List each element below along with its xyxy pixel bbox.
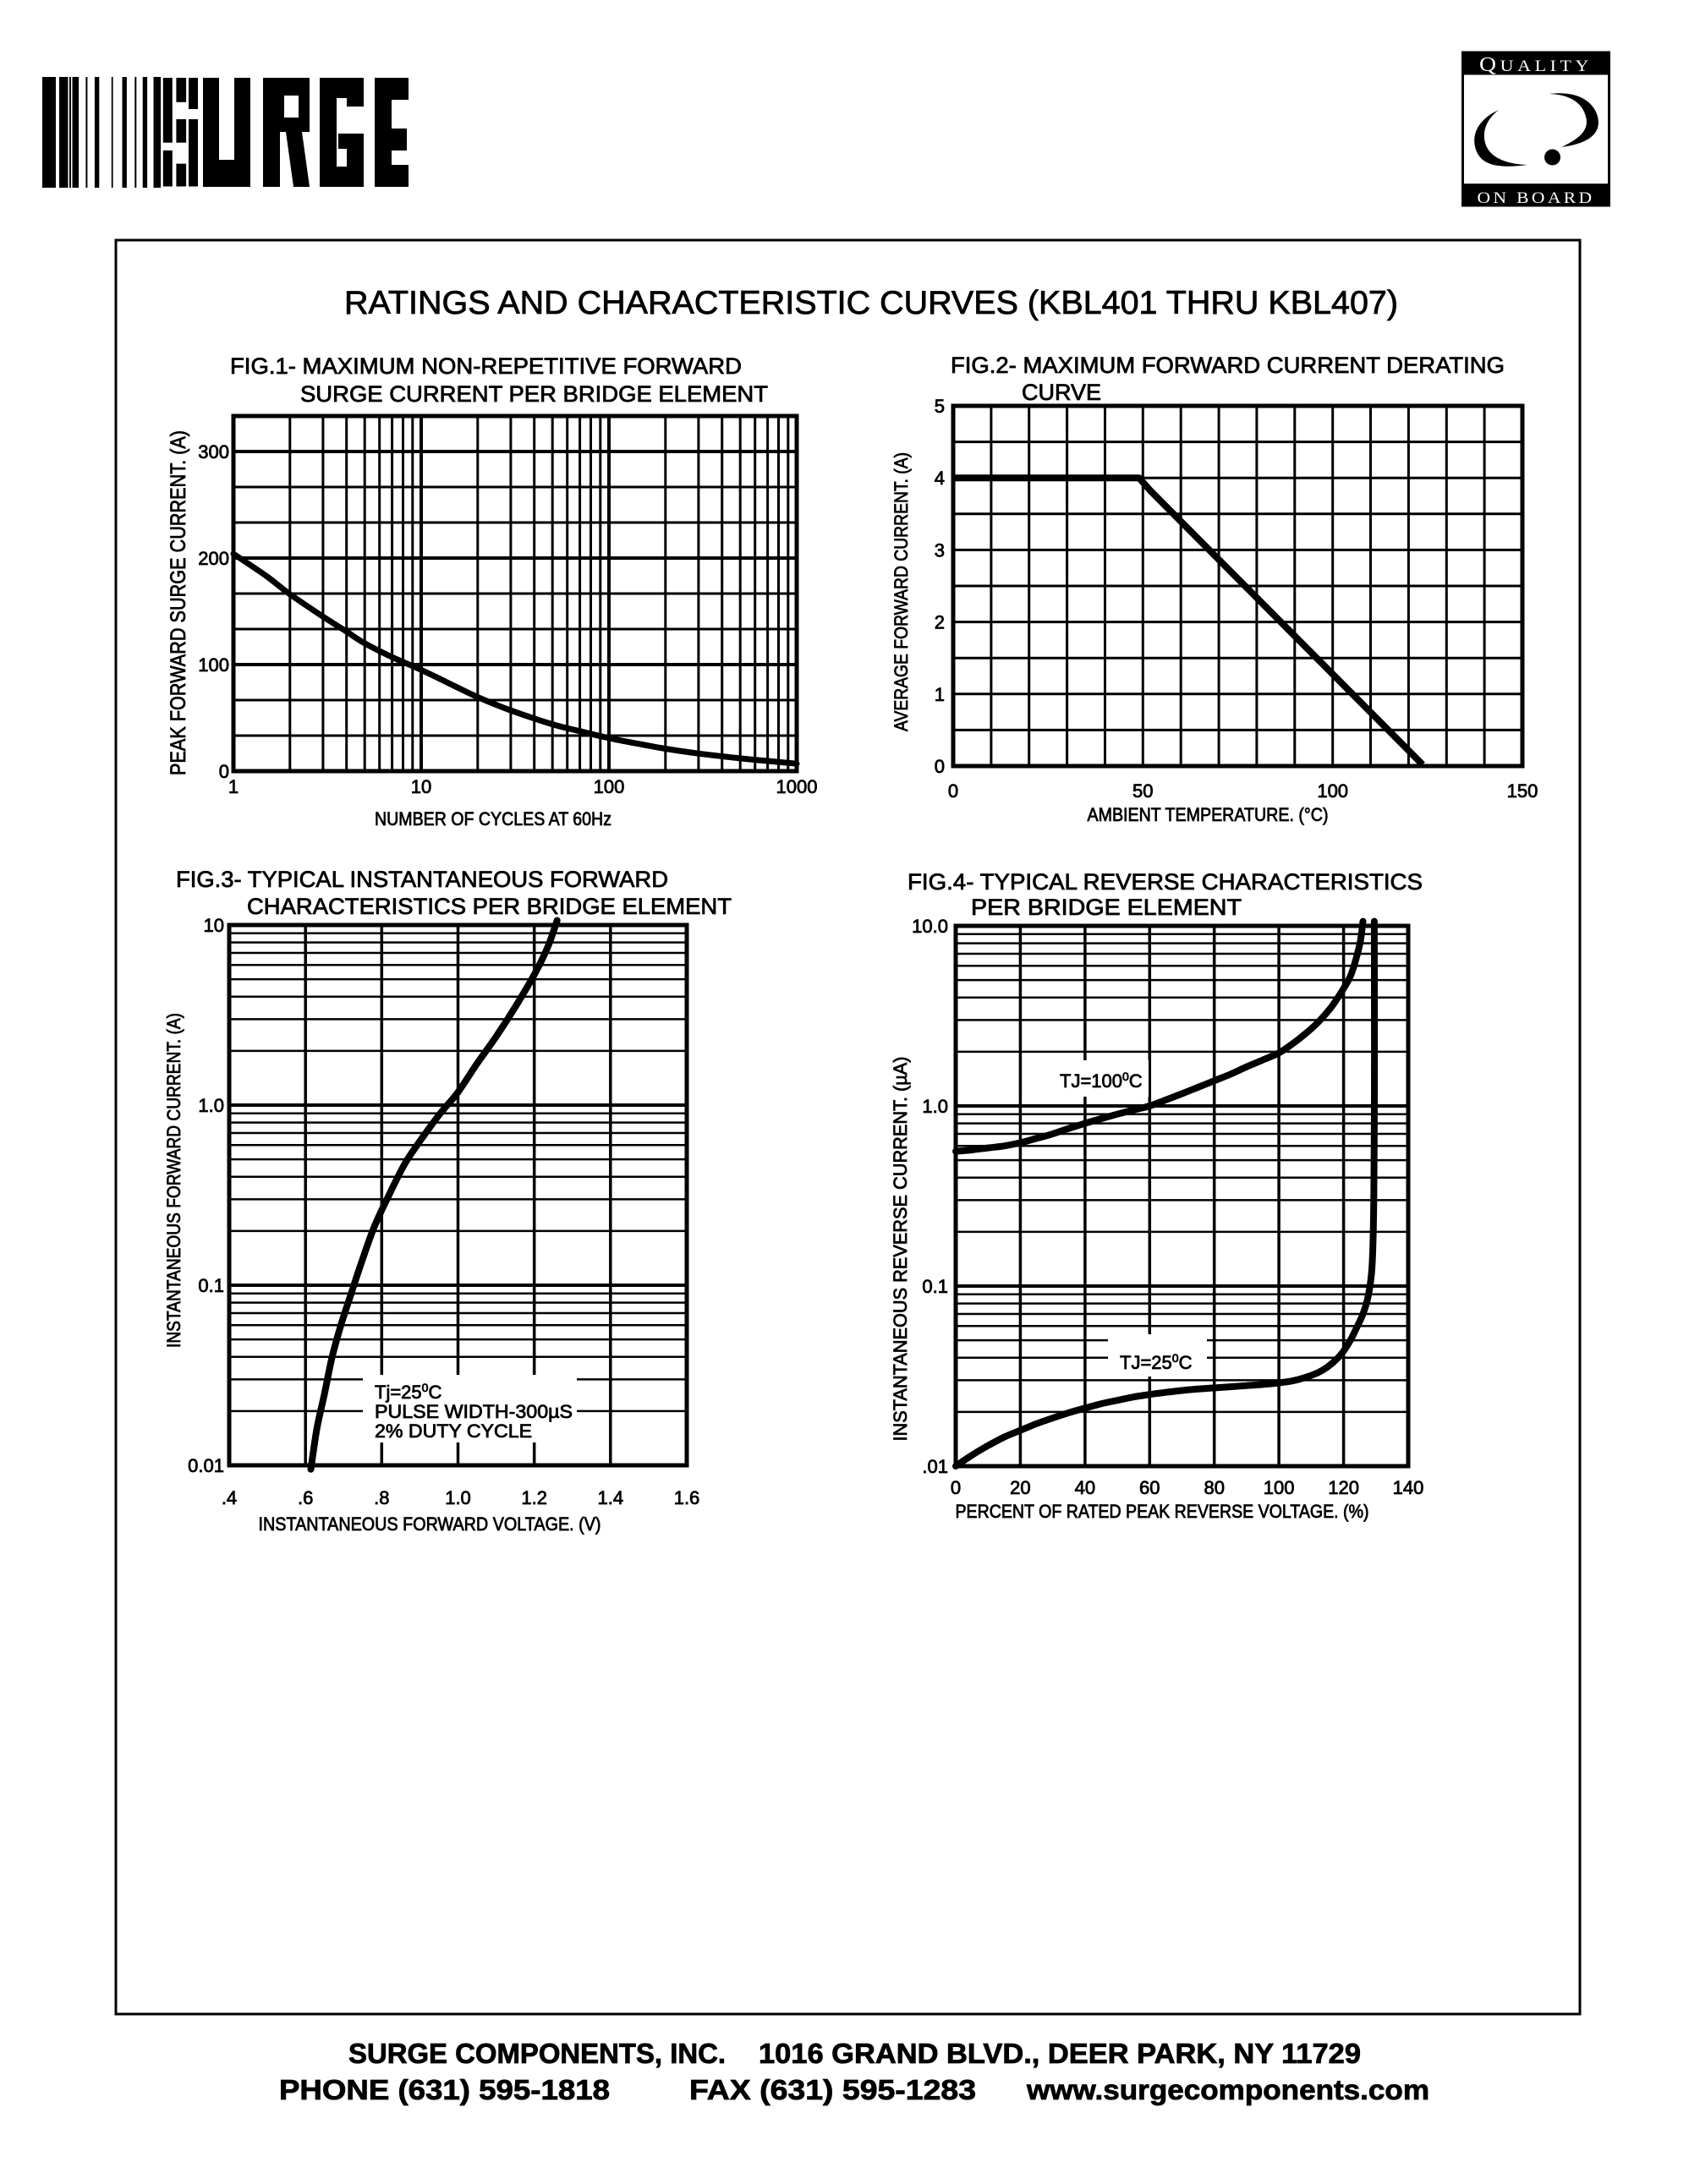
svg-text:TJ=250C: TJ=250C <box>1120 1351 1193 1373</box>
svg-text:FIG.4- TYPICAL REVERSE CHARACT: FIG.4- TYPICAL REVERSE CHARACTERISTICS <box>908 869 1423 895</box>
svg-text:FIG.1- MAXIMUM NON-REPETITIVE: FIG.1- MAXIMUM NON-REPETITIVE FORWARD <box>230 353 742 379</box>
svg-text:INSTANTANEOUS FORWARD VOLTAGE.: INSTANTANEOUS FORWARD VOLTAGE. (V) <box>259 1513 601 1535</box>
svg-text:CHARACTERISTICS PER BRIDGE ELE: CHARACTERISTICS PER BRIDGE ELEMENT <box>247 894 732 919</box>
svg-text:4: 4 <box>935 468 945 489</box>
svg-text:1016 GRAND BLVD., DEER PARK, N: 1016 GRAND BLVD., DEER PARK, NY 11729 <box>759 2038 1361 2069</box>
svg-text:AMBIENT TEMPERATURE. (°C): AMBIENT TEMPERATURE. (°C) <box>1088 804 1329 825</box>
svg-text:60: 60 <box>1139 1477 1160 1498</box>
svg-text:ON BOARD: ON BOARD <box>1478 189 1595 207</box>
svg-text:5: 5 <box>935 396 945 417</box>
svg-text:CURVE: CURVE <box>1022 380 1101 405</box>
svg-text:NUMBER OF CYCLES AT 60Hz: NUMBER OF CYCLES AT 60Hz <box>375 808 611 829</box>
svg-text:0: 0 <box>935 756 945 777</box>
svg-text:140: 140 <box>1393 1477 1424 1498</box>
svg-text:1.0: 1.0 <box>922 1096 948 1117</box>
svg-text:Tj=250C: Tj=250C <box>375 1381 441 1403</box>
svg-text:AVERAGE FORWARD CURRENT. (A): AVERAGE FORWARD CURRENT. (A) <box>891 452 912 731</box>
svg-text:FIG.2- MAXIMUM FORWARD CURRENT: FIG.2- MAXIMUM FORWARD CURRENT DERATING <box>951 353 1505 378</box>
svg-text:120: 120 <box>1328 1477 1359 1498</box>
svg-text:1.2: 1.2 <box>521 1487 547 1508</box>
svg-text:20: 20 <box>1010 1477 1030 1498</box>
svg-text:1: 1 <box>935 684 945 705</box>
svg-text:FAX (631) 595-1283: FAX (631) 595-1283 <box>689 2074 976 2105</box>
svg-text:1.0: 1.0 <box>445 1487 471 1508</box>
svg-text:PERCENT OF RATED PEAK REVERSE: PERCENT OF RATED PEAK REVERSE VOLTAGE. (… <box>956 1501 1369 1522</box>
svg-text:150: 150 <box>1507 780 1538 802</box>
svg-text:50: 50 <box>1132 780 1153 802</box>
svg-text:TJ=1000C: TJ=1000C <box>1060 1070 1143 1092</box>
svg-text:.8: .8 <box>374 1487 389 1508</box>
svg-text:0.1: 0.1 <box>198 1275 224 1296</box>
svg-text:100: 100 <box>1264 1477 1295 1498</box>
svg-text:100: 100 <box>594 776 625 797</box>
svg-text:INSTANTANEOUS REVERSE CURRENT.: INSTANTANEOUS REVERSE CURRENT. (µA) <box>890 1057 911 1442</box>
svg-text:100: 100 <box>1317 780 1348 802</box>
svg-text:1.6: 1.6 <box>674 1487 700 1508</box>
svg-text:1: 1 <box>228 776 239 797</box>
svg-text:SURGE COMPONENTS, INC.: SURGE COMPONENTS, INC. <box>348 2038 726 2069</box>
svg-text:40: 40 <box>1075 1477 1095 1498</box>
svg-text:0: 0 <box>219 761 229 782</box>
svg-text:200: 200 <box>198 548 229 569</box>
svg-text:RATINGS AND CHARACTERISTIC CUR: RATINGS AND CHARACTERISTIC CURVES (KBL40… <box>344 285 1398 321</box>
svg-text:0.01: 0.01 <box>188 1455 224 1476</box>
svg-text:PULSE WIDTH-300µS: PULSE WIDTH-300µS <box>375 1401 573 1422</box>
svg-text:10: 10 <box>411 776 431 797</box>
svg-text:2: 2 <box>935 612 945 633</box>
svg-text:300: 300 <box>198 441 229 463</box>
svg-text:1.0: 1.0 <box>198 1095 224 1116</box>
svg-text:www.surgecomponents.com: www.surgecomponents.com <box>1026 2074 1429 2105</box>
svg-text:PER BRIDGE ELEMENT: PER BRIDGE ELEMENT <box>971 895 1242 920</box>
svg-text:SURGE CURRENT PER BRIDGE ELEME: SURGE CURRENT PER BRIDGE ELEMENT <box>300 381 768 407</box>
svg-text:0.1: 0.1 <box>922 1276 948 1297</box>
svg-text:1000: 1000 <box>776 776 818 797</box>
svg-text:0: 0 <box>948 780 958 802</box>
svg-text:3: 3 <box>935 539 945 561</box>
svg-text:INSTANTANEOUS FORWARD CURRENT.: INSTANTANEOUS FORWARD CURRENT. (A) <box>163 1013 184 1348</box>
svg-text:.01: .01 <box>922 1456 948 1477</box>
svg-text:.4: .4 <box>222 1487 237 1508</box>
svg-text:2% DUTY CYCLE: 2% DUTY CYCLE <box>375 1420 532 1442</box>
svg-text:10.0: 10.0 <box>912 916 948 937</box>
svg-text:10: 10 <box>204 915 224 936</box>
svg-text:1.4: 1.4 <box>598 1487 624 1508</box>
svg-text:PEAK FORWARD SURGE CURRENT. (A: PEAK FORWARD SURGE CURRENT. (A) <box>167 430 190 775</box>
svg-text:.6: .6 <box>298 1487 313 1508</box>
svg-text:80: 80 <box>1204 1477 1224 1498</box>
svg-text:0: 0 <box>951 1477 961 1498</box>
svg-text:100: 100 <box>198 654 229 676</box>
svg-text:PHONE (631) 595-1818: PHONE (631) 595-1818 <box>279 2074 610 2105</box>
svg-text:FIG.3- TYPICAL INSTANTANEOUS F: FIG.3- TYPICAL INSTANTANEOUS FORWARD <box>176 867 668 892</box>
